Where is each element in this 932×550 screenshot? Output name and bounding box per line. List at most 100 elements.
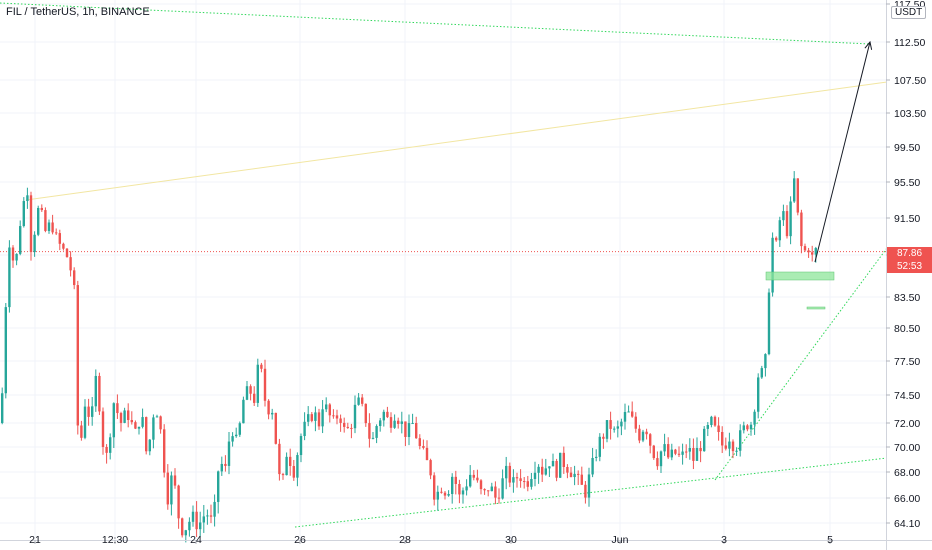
candle-body [742,425,745,431]
time-tick-label: 26 [294,534,306,546]
candle-body [591,457,594,475]
candle-body [343,422,346,427]
candle-body [15,253,18,261]
candle-body [393,420,396,428]
candle-body [807,250,810,253]
trendline [294,457,888,528]
candle-body [667,444,670,458]
candle-body [307,414,310,422]
trendline-group [0,2,888,528]
candle-body [433,475,436,500]
candle-body [159,416,162,430]
candle-body [533,472,537,480]
candle-body [415,423,418,439]
candle-body [404,421,407,437]
candle-body [361,397,364,404]
candle-body [512,477,515,483]
candle-body [271,412,274,415]
candle-body [739,430,742,451]
candle-body [199,522,202,530]
candle-body [440,491,443,493]
candle-body [202,516,205,523]
candle-body [119,413,123,423]
candle-body [749,424,753,430]
time-tick-label: 12:30 [102,534,128,546]
time-axis[interactable]: 21 12:30 24 26 28 30 Jun 3 5 [0,534,932,546]
candle-body [170,475,173,505]
candle-body [87,406,90,417]
candle-body [638,428,641,441]
candle-body [497,497,501,499]
price-tick-label: 64.10 [894,518,920,530]
candle-body [721,432,724,446]
candle-body [724,445,727,449]
price-tick-label: 66.00 [894,493,920,505]
candle-body [469,474,472,487]
candle-body [123,410,126,423]
candle-body [681,451,684,455]
currency-selector[interactable]: USDT [891,6,927,19]
candle-body [598,436,601,457]
candle-body [454,476,457,484]
candle-body [465,486,468,491]
candle-body [451,476,454,494]
candle-body [184,530,187,536]
candle-body [37,207,40,235]
price-tick-label: 117.50 [894,0,925,11]
candle-body [292,466,295,478]
candle-body [8,247,11,308]
candle-body [559,452,562,478]
candle-body [195,511,198,530]
candle-body [627,411,630,413]
candle-body [688,448,691,452]
price-tick-label: 72.00 [894,418,920,430]
candle-body [562,452,565,467]
candle-body [368,423,371,439]
candle-body [357,397,360,405]
candle-body [220,463,223,472]
candle-body [407,423,411,437]
candle-body [335,415,339,419]
candle-body [65,248,69,258]
candle-body [173,475,177,486]
candle-body [803,246,807,251]
candle-body [771,237,774,293]
candle-body [231,436,234,442]
candle-body [501,478,504,499]
candle-body [62,243,65,249]
candle-body [112,403,115,438]
candle-body [299,436,303,456]
support-zone [765,271,835,281]
candle-body [206,515,209,517]
chart-grid [0,0,886,540]
candle-body [267,400,270,415]
candle-body [526,481,529,487]
candle-body [141,417,144,427]
candle-body [422,446,425,448]
candle-body [602,436,605,439]
candle-body [227,441,231,466]
candle-body [1,393,4,423]
candle-body [458,483,461,495]
candle-body [515,477,519,479]
candle-body [541,466,544,475]
candle-body [91,406,94,417]
candle-body [620,421,623,427]
candle-body [386,411,389,418]
annotation-group [765,40,873,310]
candle-body [47,222,51,231]
candle-body [692,448,695,461]
candle-body [317,412,321,427]
price-tick-label: 77.50 [894,356,920,368]
candle-body [105,446,108,453]
candle-body [296,455,299,478]
candle-body [695,447,699,461]
candle-body [548,466,551,469]
candle-body [177,485,180,519]
candle-body [209,515,213,517]
candle-body [569,472,573,478]
price-axis[interactable]: 117.50 112.50 107.50 103.50 99.50 95.50 91.50 8… [886,0,926,550]
candle-body [717,425,720,433]
candle-body [577,473,580,475]
